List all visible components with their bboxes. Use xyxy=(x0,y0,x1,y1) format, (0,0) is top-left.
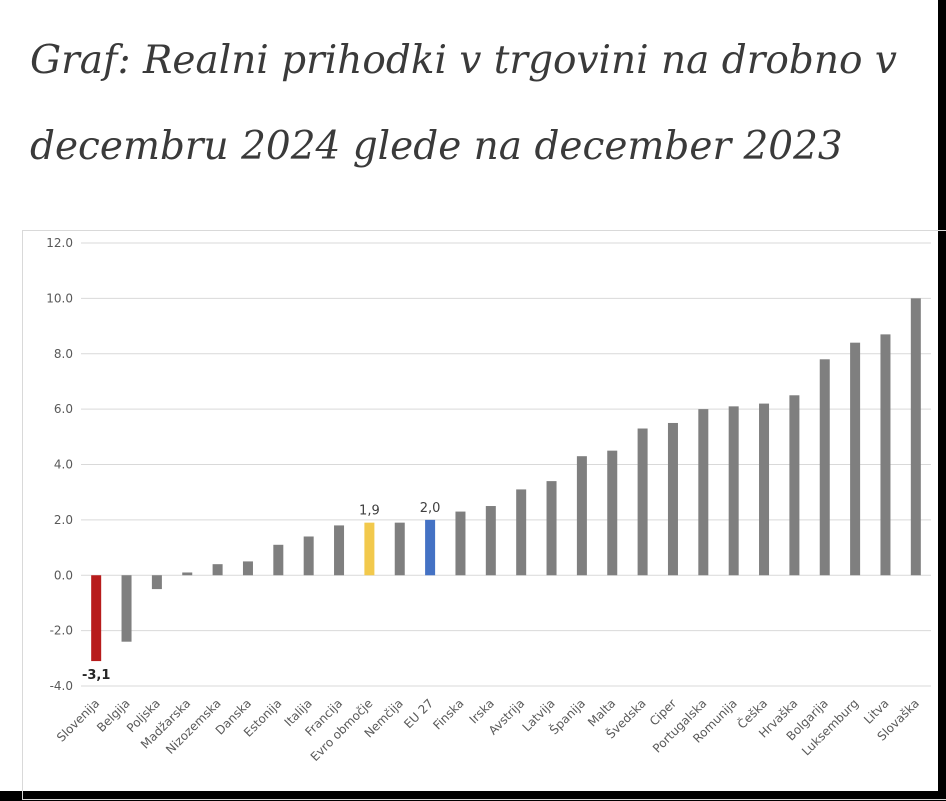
chart-frame: 12.0 10.0 8.0 6.0 4.0 2.0 0.0 -2.0 -4.0 Slovenija… xyxy=(22,230,946,800)
y-tick-label: 6.0 xyxy=(54,402,73,416)
bar xyxy=(212,564,223,576)
x-tick-label: Slovenija xyxy=(54,696,102,744)
bar xyxy=(728,406,739,576)
y-tick-label: 8.0 xyxy=(54,347,73,361)
bar xyxy=(819,359,830,576)
bar xyxy=(242,561,253,576)
bar xyxy=(759,403,770,576)
y-tick-label: -2.0 xyxy=(50,624,73,638)
bar xyxy=(182,572,193,576)
bar xyxy=(425,519,436,576)
bar xyxy=(394,522,405,576)
bar xyxy=(546,481,557,576)
data-label: -3,1 xyxy=(82,668,110,683)
y-tick-label: 12.0 xyxy=(46,236,73,250)
bar xyxy=(273,544,284,576)
bar xyxy=(151,575,162,590)
bar xyxy=(455,511,466,576)
bar xyxy=(880,334,891,576)
bar xyxy=(698,409,709,576)
x-tick-label: EU 27 xyxy=(401,696,436,731)
y-tick-label: -4.0 xyxy=(50,679,73,693)
y-tick-label: 4.0 xyxy=(54,458,73,472)
data-label: 2,0 xyxy=(420,501,441,516)
bar xyxy=(789,395,800,576)
bar xyxy=(364,522,375,576)
y-tick-label: 10.0 xyxy=(46,291,73,305)
y-tick-label: 0.0 xyxy=(54,568,73,582)
y-tick-label: 2.0 xyxy=(54,513,73,527)
x-tick-label: Finska xyxy=(430,696,466,732)
bar xyxy=(303,536,314,576)
bar xyxy=(516,489,527,576)
chart-title: Graf: Realni prihodki v trgovini na drob… xyxy=(30,38,897,169)
bar xyxy=(91,575,102,662)
bar xyxy=(576,456,587,576)
bar xyxy=(667,422,678,576)
bar xyxy=(334,525,345,576)
bar xyxy=(637,428,648,576)
bar xyxy=(910,298,921,576)
bar xyxy=(121,575,132,642)
bar-chart: 12.0 10.0 8.0 6.0 4.0 2.0 0.0 -2.0 -4.0 Slovenija… xyxy=(46,236,931,764)
bar xyxy=(485,506,496,576)
bar xyxy=(850,342,861,576)
data-label: 1,9 xyxy=(359,504,380,519)
bar xyxy=(607,450,618,576)
